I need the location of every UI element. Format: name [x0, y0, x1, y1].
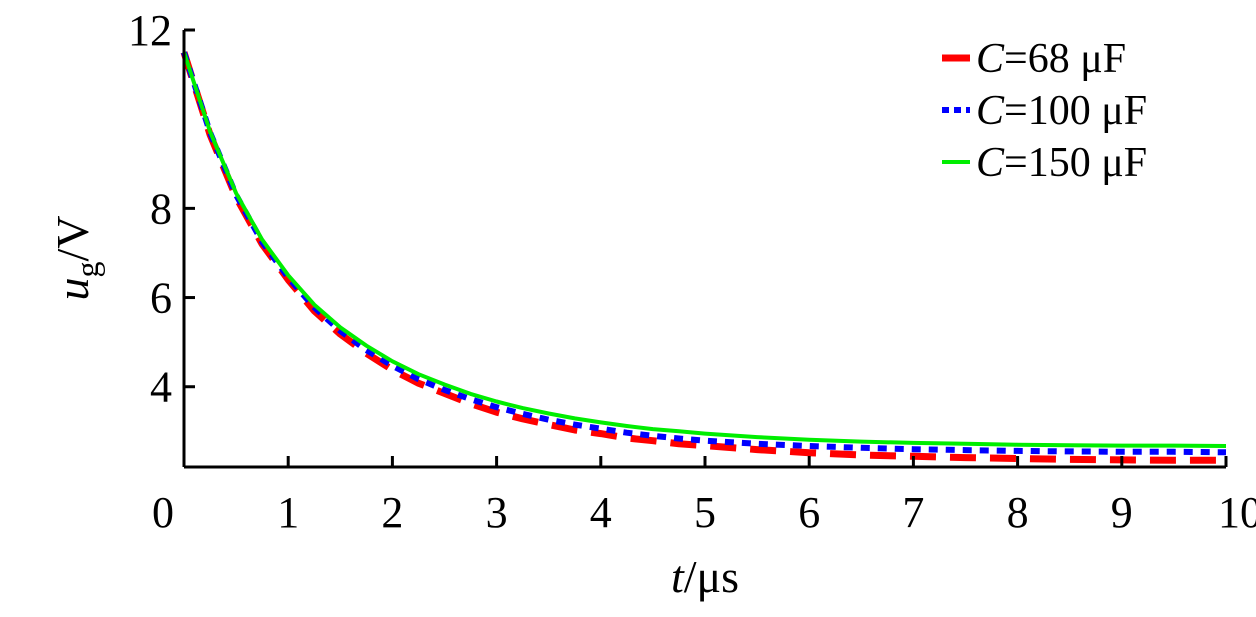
x-tick-label-2: 2	[381, 488, 403, 537]
series-line-1	[181, 51, 1227, 456]
x-tick-label-9: 9	[1111, 488, 1133, 537]
x-axis-label-unit: /μs	[684, 551, 739, 602]
y-axis-label-sub: g	[69, 262, 105, 278]
x-tick-label-8: 8	[1007, 488, 1029, 537]
x-tick-label-1: 1	[277, 488, 299, 537]
legend-label-rest-0: =68 μF	[1004, 36, 1126, 82]
x-tick-label-10: 10	[1218, 488, 1256, 537]
x-tick-label-6: 6	[798, 488, 820, 537]
legend-label-var-2: C	[976, 140, 1005, 186]
legend-label-rest-1: =100 μF	[1004, 88, 1147, 134]
y-axis-label-var: u	[47, 278, 98, 301]
y-tick-label-1: 6	[150, 274, 172, 323]
x-tick-label-0: 0	[152, 488, 174, 537]
legend: C=68 μFC=100 μFC=150 μF	[942, 36, 1147, 186]
series-line-2	[182, 51, 1227, 448]
legend-label-2: C=150 μF	[976, 140, 1147, 186]
legend-label-var-0: C	[976, 36, 1005, 82]
x-tick-label-3: 3	[486, 488, 508, 537]
legend-label-var-1: C	[976, 88, 1005, 134]
series-layer	[180, 51, 1227, 464]
y-axis-label-unit: /V	[47, 216, 98, 262]
x-axis-label: t/μs	[671, 551, 739, 602]
x-tick-label-4: 4	[590, 488, 612, 537]
x-tick-label-7: 7	[902, 488, 924, 537]
y-tick-label-2: 8	[150, 184, 172, 233]
x-tick-label-5: 5	[694, 488, 716, 537]
y-axis-label: ug/V	[47, 216, 105, 301]
x-axis-label-var: t	[671, 551, 685, 602]
legend-label-0: C=68 μF	[976, 36, 1126, 82]
legend-label-1: C=100 μF	[976, 88, 1147, 134]
y-tick-label-3: 12	[128, 6, 172, 55]
y-tick-label-0: 4	[150, 363, 172, 412]
legend-label-rest-2: =150 μF	[1004, 140, 1147, 186]
